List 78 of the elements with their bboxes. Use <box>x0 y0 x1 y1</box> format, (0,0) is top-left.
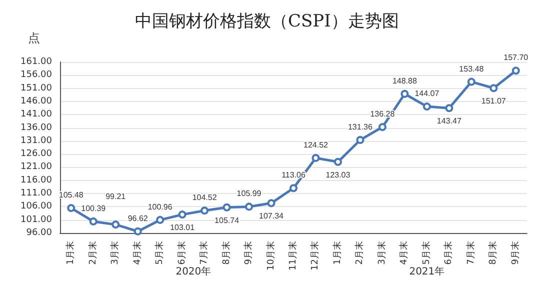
data-label: 131.36 <box>348 122 373 132</box>
data-label: 153.48 <box>459 64 484 74</box>
x-tick-label: 1月末 <box>332 241 343 265</box>
y-tick-label: 106.00 <box>20 202 52 212</box>
point <box>445 104 454 112</box>
x-tick-label: 3月末 <box>376 241 388 265</box>
data-label: 104.52 <box>192 193 218 202</box>
data-label: 107.34 <box>259 212 284 221</box>
y-axis-title: 点 <box>28 31 40 45</box>
point <box>112 220 120 229</box>
data-label: 100.96 <box>148 202 173 212</box>
point <box>312 154 320 162</box>
x-tick-label: 8月末 <box>488 241 499 265</box>
text: 2021年 <box>409 266 445 278</box>
point <box>89 217 98 226</box>
data-label: 148.88 <box>392 76 418 86</box>
x-tick-label: 5月末 <box>420 241 432 265</box>
point <box>400 90 409 98</box>
chart-title: 中国钢材价格指数（CSPI）走势图 <box>135 12 399 32</box>
point <box>267 199 276 208</box>
x-tick-label: 10月末 <box>265 241 276 270</box>
data-label: 100.39 <box>81 204 106 213</box>
point <box>178 210 186 219</box>
point <box>200 206 209 215</box>
y-tick-label: 101.00 <box>20 214 52 225</box>
data-label: 99.21 <box>106 192 126 202</box>
point <box>422 102 431 111</box>
x-tick-label: 11月末 <box>288 241 298 270</box>
x-tick-label: 9月末 <box>510 241 521 265</box>
y-tick-label: 136.00 <box>20 122 52 133</box>
y-tick-label: 161.00 <box>20 57 52 67</box>
data-label: 144.07 <box>414 89 440 98</box>
point <box>356 136 364 144</box>
x-tick-label: 6月末 <box>176 241 188 265</box>
y-tick-label: 96.00 <box>26 228 52 238</box>
point <box>467 78 476 86</box>
y-tick-label: 111.00 <box>20 188 52 199</box>
y-tick-label: 141.00 <box>20 110 52 120</box>
x-tick-label: 9月末 <box>243 241 254 265</box>
point <box>134 227 142 236</box>
y-tick-label: 146.00 <box>20 96 52 106</box>
y-tick-label: 151.00 <box>20 83 52 94</box>
point <box>290 184 298 192</box>
x-tick-label: 4月末 <box>398 241 410 265</box>
data-label: 143.47 <box>436 116 462 126</box>
point <box>334 158 342 166</box>
x-tick-label: 4月末 <box>132 241 143 265</box>
y-tick-label: 121.00 <box>20 162 52 172</box>
y-tick-label: 131.00 <box>20 136 52 146</box>
x-tick-label: 2月末 <box>87 241 98 265</box>
x-tick-label: 5月末 <box>154 241 166 265</box>
point <box>245 202 254 211</box>
point <box>156 216 164 224</box>
data-label: 124.52 <box>304 140 329 150</box>
data-label: 123.03 <box>326 170 351 180</box>
point <box>378 123 386 132</box>
data-label: 105.99 <box>236 189 262 198</box>
x-tick-label: 3月末 <box>110 241 121 265</box>
data-label: 105.74 <box>214 216 240 225</box>
x-tick-label: 7月末 <box>465 241 476 265</box>
data-label: 151.07 <box>481 96 506 106</box>
x-tick-label: 7月末 <box>198 241 210 265</box>
data-label: 103.01 <box>170 223 196 232</box>
x-tick-label: 8月末 <box>220 241 232 265</box>
x-tick-label: 6月末 <box>443 241 454 265</box>
point <box>67 204 76 212</box>
data-label: 96.62 <box>128 214 148 223</box>
text: 2020年 <box>176 266 212 278</box>
x-tick-label: 12月末 <box>310 241 321 270</box>
x-tick-label: 2月末 <box>354 241 366 265</box>
x-tick-label: 1月末 <box>65 241 76 265</box>
data-label: 157.70 <box>504 53 529 62</box>
point <box>222 203 231 212</box>
y-tick-label: 156.00 <box>20 70 52 80</box>
point <box>512 66 520 75</box>
y-tick-label: 126.00 <box>20 149 52 160</box>
y-tick-label: 116.00 <box>20 175 52 186</box>
point <box>490 84 498 92</box>
